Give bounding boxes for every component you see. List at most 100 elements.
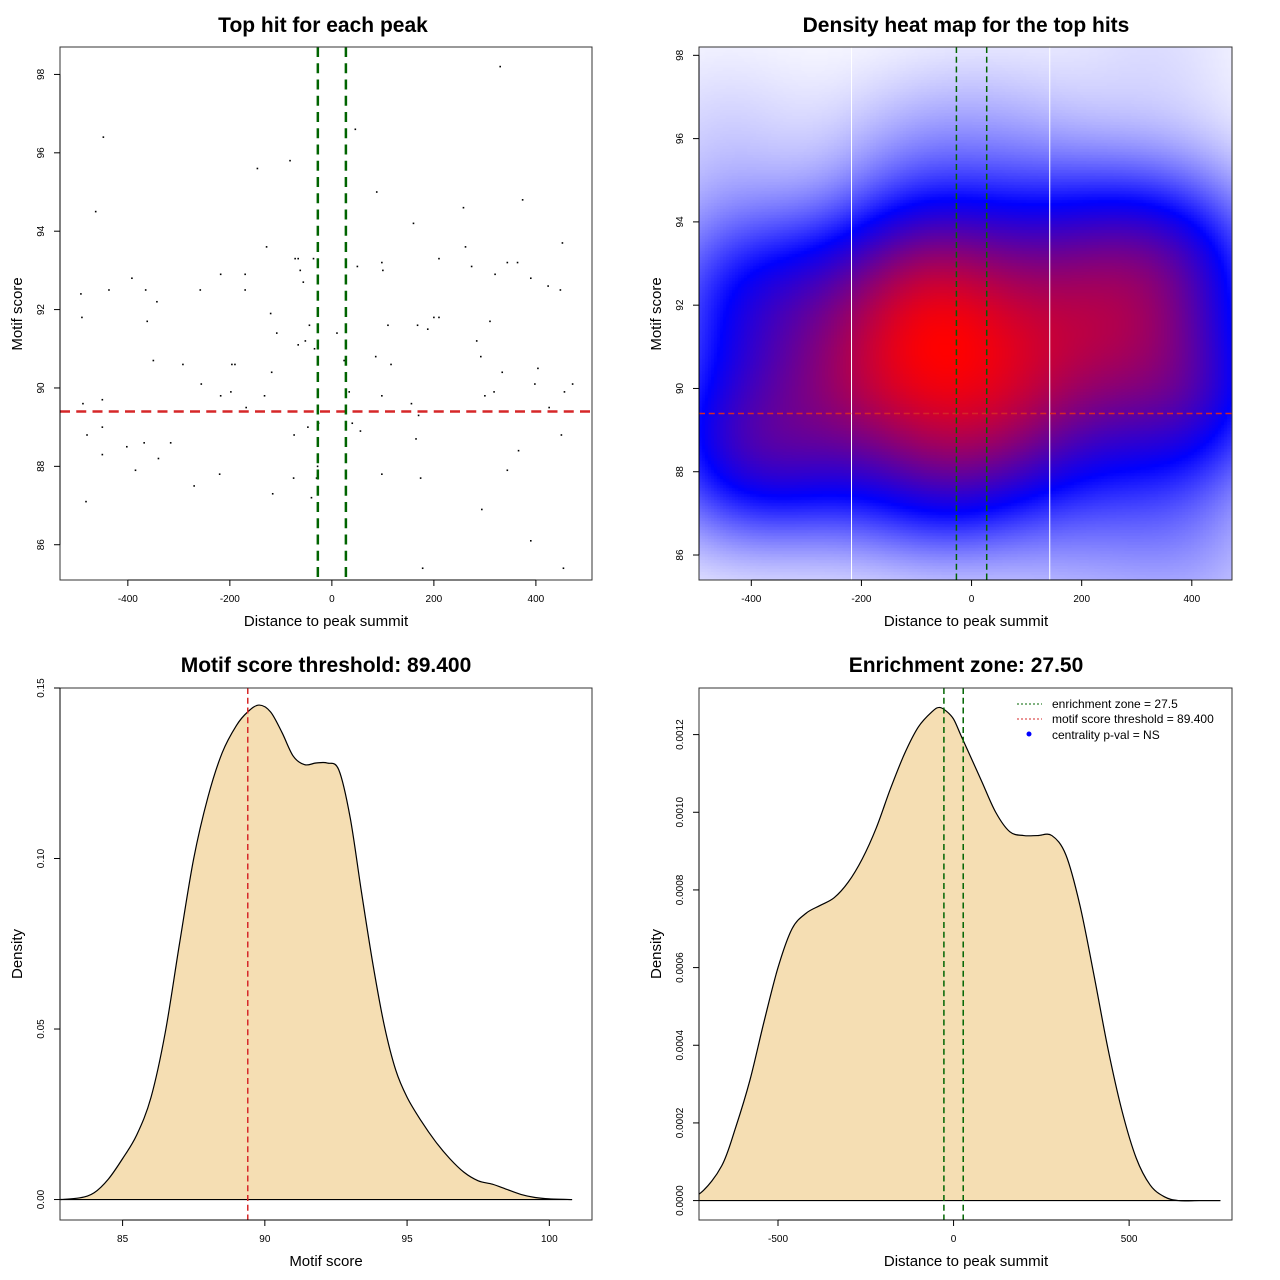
scatter-point [131, 277, 133, 280]
heatmap-overlays [699, 47, 1232, 580]
scatter-point [484, 395, 486, 397]
scatter-point [521, 199, 524, 201]
legend-enrichment-label: enrichment zone = 27.5 [1052, 697, 1178, 711]
scatter-point [387, 324, 389, 327]
x-tick-label: 400 [528, 594, 545, 605]
scatter-point [410, 402, 413, 405]
scatter-point [475, 340, 478, 342]
scatter-point [269, 312, 272, 315]
scatter-point [307, 426, 309, 428]
scatter-point [152, 359, 155, 362]
panel-distance-density: Enrichment zone: 27.50 -500 0 500 0.0000 0.0… [648, 654, 1233, 1270]
scatter-point [559, 289, 562, 291]
scatter-point [415, 438, 417, 440]
scatter-point [563, 391, 566, 393]
scatter-point [470, 265, 473, 268]
scatter-point [297, 344, 300, 346]
density-fill [60, 705, 573, 1200]
legend: enrichment zone = 27.5 motif score thres… [1017, 697, 1214, 742]
scatter-point [517, 449, 520, 452]
scatter-point [351, 422, 354, 425]
heatmap-axes: -400 -200 0 200 400 86 88 90 92 94 96 98 [675, 49, 1201, 605]
density-fill [699, 707, 1221, 1201]
distance-density-ylabel: Density [648, 928, 665, 979]
x-tick-label: -200 [220, 594, 240, 605]
panel-heatmap: Density heat map for the top hits -400 -2… [648, 14, 1233, 630]
scatter-point [499, 65, 501, 68]
y-tick-label: 0.0008 [675, 874, 686, 905]
y-tick-label: 0.05 [36, 1019, 47, 1039]
scatter-point [438, 316, 440, 319]
scatter-point [382, 269, 384, 272]
x-tick-label: -500 [768, 1234, 788, 1245]
y-tick-label: 90 [675, 382, 686, 394]
scatter-point [506, 469, 509, 472]
scatter-point [86, 434, 88, 436]
distance-density-marks [699, 688, 1221, 1220]
scatter-point [534, 383, 536, 385]
scatter-point [219, 395, 222, 397]
legend-threshold-label: motif score threshold = 89.400 [1052, 712, 1214, 726]
panel-score-density: Motif score threshold: 89.400 85 90 95 100 0… [9, 654, 593, 1270]
scatter-point [126, 445, 128, 448]
scatter-point [275, 332, 278, 334]
scatter-point [529, 540, 532, 542]
scatter-xlabel: Distance to peak summit [244, 613, 409, 630]
scatter-point [412, 222, 415, 225]
scatter-title: Top hit for each peak [218, 14, 428, 37]
scatter-point [343, 359, 345, 362]
scatter-point [416, 324, 419, 327]
scatter-point [146, 320, 149, 323]
scatter-point [244, 273, 246, 276]
heatmap-xlabel: Distance to peak summit [884, 613, 1049, 630]
scatter-point [102, 136, 105, 138]
scatter-point [270, 371, 273, 374]
score-density-axes: 85 90 95 100 0.00 0.05 0.10 0.15 [36, 678, 558, 1245]
scatter-point [294, 257, 296, 260]
x-tick-label: 500 [1121, 1234, 1138, 1245]
distance-density-xlabel: Distance to peak summit [884, 1253, 1049, 1270]
scatter-point [230, 391, 232, 393]
x-tick-label: -200 [851, 594, 871, 605]
x-tick-label: 200 [426, 594, 443, 605]
scatter-point [244, 289, 246, 291]
scatter-point [293, 434, 295, 436]
scatter-point [271, 492, 274, 495]
score-density-xlabel: Motif score [289, 1253, 362, 1270]
y-tick-label: 92 [36, 304, 47, 316]
scatter-point [462, 206, 465, 209]
score-density-title: Motif score threshold: 89.400 [181, 654, 472, 677]
y-tick-label: 96 [36, 147, 47, 159]
scatter-point [501, 371, 504, 374]
scatter-point [101, 426, 104, 428]
scatter-point [81, 316, 83, 319]
scatter-point [313, 347, 316, 350]
y-tick-label: 94 [675, 216, 686, 228]
y-tick-label: 86 [675, 549, 686, 561]
score-density-marks [60, 688, 573, 1220]
scatter-point [263, 395, 266, 397]
legend-centrality-dot [1026, 731, 1032, 737]
x-tick-label: 200 [1073, 594, 1090, 605]
heatmap-ylabel: Motif score [648, 277, 665, 350]
scatter-point [297, 257, 300, 260]
panel-scatter: Top hit for each peak -400 -200 0 200 400 86 8… [9, 14, 593, 630]
y-tick-label: 94 [36, 225, 47, 237]
y-tick-label: 92 [675, 299, 686, 311]
density-curve [699, 706, 1221, 1202]
x-tick-label: 0 [329, 594, 335, 605]
scatter-point [356, 265, 359, 268]
scatter-point [381, 473, 383, 475]
heatmap-title: Density heat map for the top hits [803, 14, 1130, 37]
scatter-point [417, 414, 420, 417]
scatter-point [390, 363, 392, 366]
scatter-point [94, 210, 97, 213]
y-tick-label: 0.10 [36, 848, 47, 868]
y-tick-label: 86 [36, 539, 47, 551]
scatter-point [464, 246, 467, 248]
scatter-point [419, 477, 422, 479]
scatter-point [537, 367, 539, 370]
y-tick-label: 98 [36, 68, 47, 80]
scatter-point [374, 355, 377, 358]
scatter-point [256, 167, 259, 170]
